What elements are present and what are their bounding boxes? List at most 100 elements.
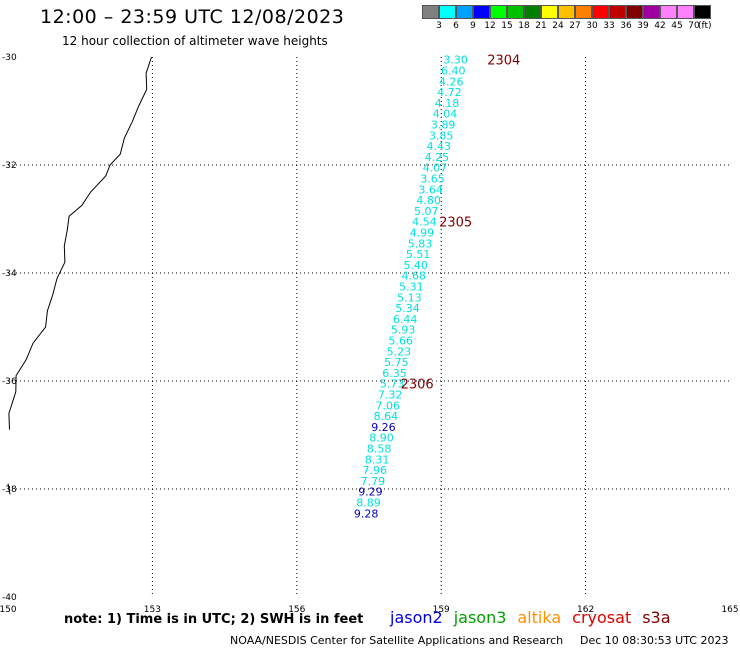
wave-height-label: 8.58: [367, 443, 392, 456]
colorbar-swatch: [609, 5, 626, 19]
wave-height-label: 4.72: [437, 86, 462, 99]
wave-height-label: 6.35: [382, 367, 407, 380]
wave-height-label: 5.34: [395, 302, 420, 315]
wave-height-label: 4.25: [425, 151, 450, 164]
latitude-tick-label: -36: [2, 377, 17, 387]
colorbar-swatch: [473, 5, 490, 19]
wave-height-label: 4.07: [423, 162, 448, 175]
wave-height-label: 8.90: [369, 432, 394, 445]
wave-height-colorbar: [422, 5, 711, 19]
longitude-tick-label: 159: [433, 605, 450, 615]
colorbar-swatch: [660, 5, 677, 19]
colorbar-unit: (ft): [698, 21, 712, 31]
wave-height-label: 5.13: [397, 291, 422, 304]
colorbar-swatch: [575, 5, 592, 19]
wave-height-label: 5.31: [399, 281, 424, 294]
wave-height-label: 3.85: [429, 129, 454, 142]
wave-height-label: 7.96: [363, 464, 388, 477]
colorbar-label: 30: [586, 21, 598, 31]
wave-height-label: 4.68: [402, 270, 427, 283]
longitude-tick-label: 153: [144, 605, 161, 615]
wave-height-label: 7.32: [378, 389, 403, 402]
colorbar-swatch: [422, 5, 439, 19]
colorbar-swatch: [507, 5, 524, 19]
longitude-tick-label: 156: [288, 605, 305, 615]
colorbar-swatch: [592, 5, 609, 19]
wave-height-label: 6.44: [393, 313, 418, 326]
colorbar-swatch: [626, 5, 643, 19]
coastline-fragment: [7, 483, 11, 495]
wave-height-label: 5.07: [414, 205, 439, 218]
colorbar-label: 9: [470, 21, 476, 31]
wave-height-label: 7.79: [361, 475, 386, 488]
colorbar-swatch: [524, 5, 541, 19]
wave-height-label: 5.23: [387, 345, 412, 358]
units-note: note: 1) Time is in UTC; 2) SWH is in fe…: [64, 612, 364, 627]
colorbar-swatch: [558, 5, 575, 19]
latitude-tick-label: -30: [2, 53, 17, 63]
wave-height-label: 9.26: [371, 421, 396, 434]
colorbar-label: 12: [484, 21, 496, 31]
wave-height-label: 9.29: [358, 486, 383, 499]
wave-height-label: 4.99: [410, 227, 435, 240]
pass-number-label: 2305: [439, 216, 472, 231]
colorbar-swatch: [541, 5, 558, 19]
colorbar-label: 18: [518, 21, 530, 31]
longitude-tick-label: 162: [577, 605, 594, 615]
colorbar-swatch: [677, 5, 694, 19]
wave-height-label: 4.18: [435, 97, 460, 110]
colorbar-label: 3: [436, 21, 442, 31]
wave-height-label: 5.40: [403, 259, 428, 272]
colorbar-label: 45: [671, 21, 683, 31]
latitude-tick-label: -40: [2, 593, 17, 603]
wave-height-label: 9.28: [354, 507, 379, 520]
satellite-legend-item: s3a: [642, 608, 671, 627]
map-subtitle: 12 hour collection of altimeter wave hei…: [62, 34, 328, 48]
colorbar-swatch: [694, 5, 711, 19]
wave-height-label: 5.75: [384, 356, 409, 369]
colorbar-label: 24: [552, 21, 564, 31]
wave-height-label: 3.65: [420, 173, 445, 186]
colorbar-label: 33: [603, 21, 615, 31]
generation-timestamp: Dec 10 08:30:53 UTC 2023: [580, 634, 729, 647]
satellite-legend-item: cryosat: [572, 608, 632, 627]
satellite-legend-item: altika: [517, 608, 562, 627]
colorbar-label: 6: [453, 21, 459, 31]
colorbar-label: 42: [654, 21, 666, 31]
colorbar-label: 27: [569, 21, 581, 31]
wave-height-label: 3.30: [443, 54, 468, 67]
wave-height-label: 5.93: [391, 324, 416, 337]
coastline: [8, 56, 152, 430]
colorbar-label: 21: [535, 21, 547, 31]
latitude-tick-label: -32: [2, 161, 17, 171]
wave-height-label: 3.89: [431, 119, 456, 132]
longitude-tick-label: 150: [0, 605, 17, 615]
wave-height-label: 6.40: [441, 65, 466, 78]
satellite-legend-item: jason2: [390, 608, 443, 627]
pass-number-label: 2306: [401, 378, 434, 393]
colorbar-swatch: [490, 5, 507, 19]
colorbar-swatch: [439, 5, 456, 19]
colorbar-label: 36: [620, 21, 632, 31]
latitude-tick-label: -34: [2, 269, 17, 279]
wave-height-label: 3.64: [418, 183, 443, 196]
wave-height-label: 5.51: [406, 248, 431, 261]
wave-height-label: 8.64: [374, 410, 399, 423]
colorbar-label: 15: [501, 21, 513, 31]
wave-height-label: 8.89: [356, 497, 381, 510]
map-title: 12:00 – 23:59 UTC 12/08/2023: [40, 6, 345, 28]
wave-height-label: 4.43: [427, 140, 452, 153]
colorbar-label: 70: [688, 21, 700, 31]
colorbar-label: 39: [637, 21, 649, 31]
colorbar-swatch: [643, 5, 660, 19]
wave-height-label: 5.83: [408, 237, 433, 250]
latitude-tick-label: -38: [2, 485, 17, 495]
wave-height-label: 4.04: [433, 108, 458, 121]
wave-height-label: 4.54: [412, 216, 437, 229]
longitude-tick-label: 165: [721, 605, 738, 615]
credit-text: NOAA/NESDIS Center for Satellite Applica…: [230, 634, 564, 647]
satellite-legend: jason2 jason3 altika cryosat s3a: [390, 608, 682, 627]
satellite-legend-item: jason3: [453, 608, 507, 627]
pass-number-label: 2304: [487, 54, 520, 69]
